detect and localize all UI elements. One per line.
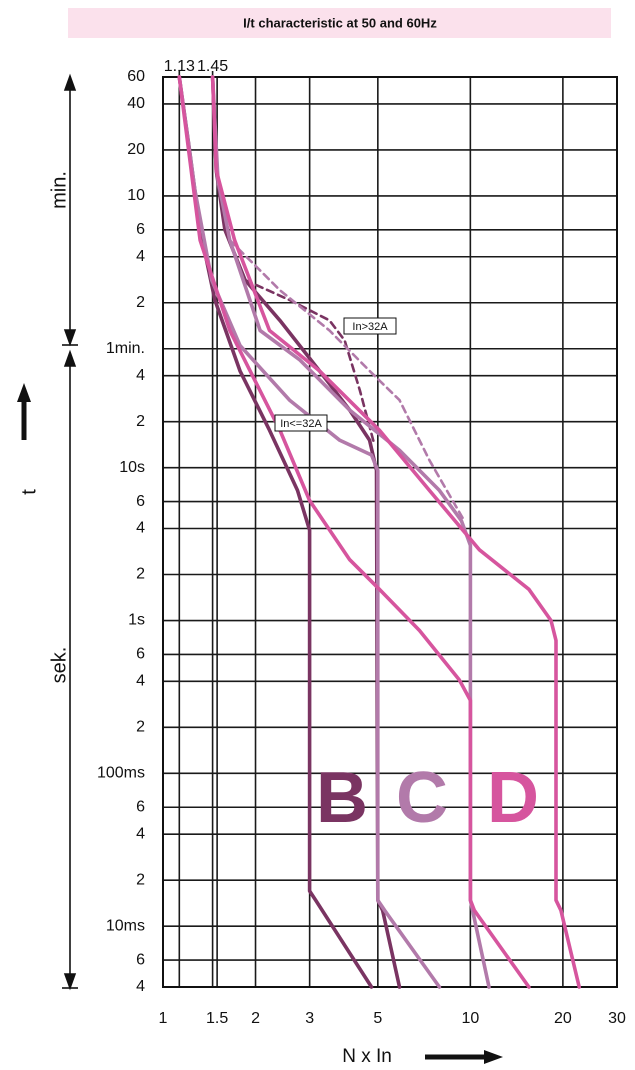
title-bar	[68, 8, 611, 38]
curve	[210, 75, 402, 989]
y-axis-title: t	[18, 489, 40, 495]
y-tick-label: 4	[136, 520, 145, 537]
curve	[210, 75, 491, 989]
range-label-sek: sek.	[48, 647, 70, 684]
y-tick-label: 60	[127, 68, 145, 85]
x2-tick-label: 1.13	[164, 58, 195, 75]
y-tick-label: 6	[136, 221, 145, 238]
x-arrow	[425, 1050, 503, 1064]
y-tick-label: 40	[127, 95, 145, 112]
annotation: In<=32A	[280, 418, 322, 430]
labels: 60 40 20 10 6 4 2 1min. 4 2 10s 6 4 2 1s 6 4 2 100ms 6 4 2 10m…	[97, 58, 626, 1027]
plot-frame	[162, 76, 618, 988]
x-tick-label: 2	[251, 1010, 260, 1027]
curve	[177, 75, 374, 989]
y-tick-label: 2	[136, 871, 145, 888]
y-tick-label: 2	[136, 719, 145, 736]
y-tick-label: 6	[136, 951, 145, 968]
y-tick-label: 1s	[128, 612, 145, 629]
chart-title: I/t characteristic at 50 and 60Hz	[243, 15, 437, 30]
curve	[228, 238, 466, 522]
y-tick-label: 1min.	[106, 340, 145, 357]
annotation-box	[274, 414, 328, 432]
x-tick-label: 5	[373, 1010, 382, 1027]
curve-letter: D	[487, 758, 539, 838]
x-tick-label: 3	[305, 1010, 314, 1027]
x-tick-label: 20	[554, 1010, 572, 1027]
grid	[162, 71, 618, 988]
x2-tick-label: 1.45	[197, 58, 228, 75]
x-tick-label: 1.5	[206, 1010, 228, 1027]
curve	[177, 75, 442, 989]
curve	[243, 278, 376, 447]
y-tick-label: 4	[136, 367, 145, 384]
curves	[177, 75, 581, 989]
x-tick-label: 10	[461, 1010, 479, 1027]
curve	[177, 75, 531, 989]
y-tick-label: 6	[136, 646, 145, 663]
y-tick-label: 4	[136, 248, 145, 265]
annotation-box	[343, 317, 397, 335]
y-tick-label: 4	[136, 978, 145, 995]
y-tick-label: 4	[136, 825, 145, 842]
range-brackets	[62, 73, 78, 991]
y-arrow	[17, 383, 31, 440]
x-axis-title: N x In	[342, 1046, 392, 1067]
y-tick-label: 4	[136, 673, 145, 690]
curve	[210, 75, 581, 989]
y-tick-label: 20	[127, 141, 145, 158]
y-tick-label: 2	[136, 413, 145, 430]
y-tick-label: 2	[136, 566, 145, 583]
curve-letter: C	[396, 758, 448, 838]
y-tick-label: 10ms	[106, 917, 145, 934]
curve-letter: B	[316, 758, 368, 838]
y-tick-label: 6	[136, 493, 145, 510]
y-tick-label: 100ms	[97, 765, 145, 782]
y-tick-label: 2	[136, 294, 145, 311]
x-tick-label: 1	[159, 1010, 168, 1027]
y-tick-label: 10	[127, 187, 145, 204]
x-tick-label: 30	[608, 1010, 626, 1027]
range-label-min: min.	[48, 171, 70, 209]
y-tick-label: 6	[136, 798, 145, 815]
annotation: In>32A	[352, 321, 388, 333]
y-tick-label: 10s	[119, 459, 145, 476]
